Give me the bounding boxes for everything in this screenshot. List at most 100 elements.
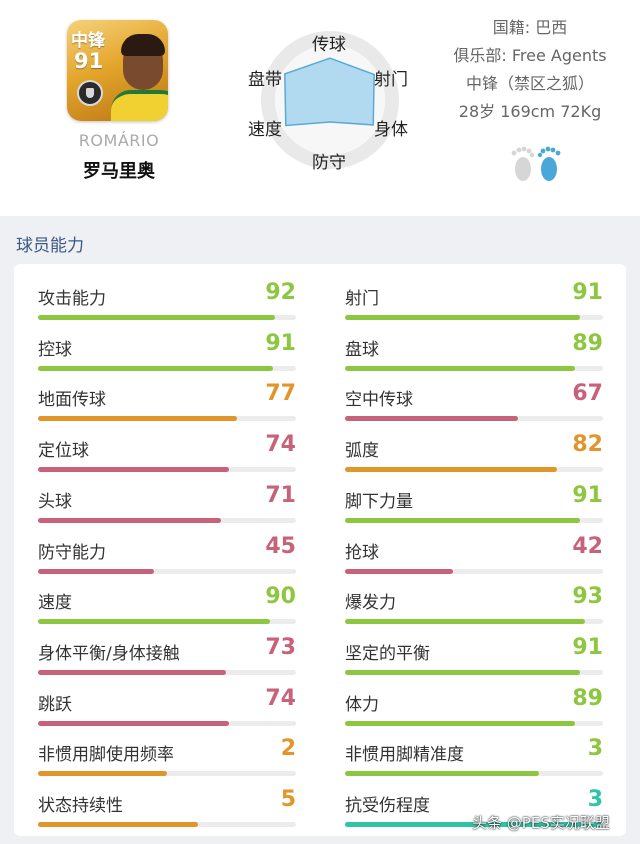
radar-label-dribble: 盘带	[248, 70, 282, 90]
stat-value: 42	[572, 533, 603, 559]
radar-graphic	[261, 31, 399, 169]
stat-bar-track	[345, 467, 603, 473]
stat-label: 弧度	[345, 441, 379, 462]
stat-value: 74	[265, 432, 296, 458]
stat-row-left-1: 控球 91	[38, 331, 296, 382]
stat-row-left-7: 身体平衡/身体接触 73	[38, 635, 296, 686]
stat-bar-track	[345, 669, 603, 675]
stat-value: 89	[572, 330, 603, 356]
stat-bar-fill	[38, 315, 276, 320]
bio-text: 28岁 169cm 72Kg	[458, 102, 602, 121]
stat-bar-fill	[38, 771, 167, 777]
position-text: 中锋（禁区之狐）	[465, 74, 594, 93]
stat-label: 定位球	[38, 441, 89, 462]
stat-bar-fill	[38, 720, 229, 726]
stat-row-right-4: 脚下力量 91	[345, 483, 603, 534]
stat-bar-fill	[345, 365, 575, 371]
stat-value: 73	[265, 634, 296, 660]
stat-row-right-7: 坚定的平衡 91	[345, 635, 603, 686]
stat-label: 抢球	[345, 542, 379, 563]
stat-bar-fill	[345, 416, 518, 422]
stat-row-left-5: 防守能力 45	[38, 534, 296, 585]
radar-label-speed: 速度	[248, 120, 282, 140]
stat-value: 77	[265, 381, 296, 407]
stat-bar-track	[38, 720, 296, 726]
stat-row-left-4: 头球 71	[38, 483, 296, 534]
stat-label: 体力	[345, 694, 379, 715]
stat-bar-fill	[38, 365, 273, 371]
stat-row-right-3: 弧度 82	[345, 432, 603, 483]
stat-row-right-5: 抢球 42	[345, 534, 603, 585]
stat-label: 防守能力	[38, 542, 106, 563]
stat-bar-fill	[38, 619, 271, 625]
stat-bar-track	[38, 771, 296, 777]
player-card[interactable]: 中锋 91	[67, 20, 168, 121]
stat-label: 盘球	[345, 339, 379, 360]
stat-bar-fill	[345, 720, 575, 726]
stat-label: 头球	[38, 491, 72, 512]
stat-label: 非惯用脚精准度	[345, 745, 464, 766]
stat-row-right-8: 体力 89	[345, 686, 603, 737]
stat-label: 爆发力	[345, 593, 396, 614]
stat-row-left-8: 跳跃 74	[38, 686, 296, 737]
stat-bar-track	[38, 822, 296, 827]
stat-label: 攻击能力	[38, 289, 106, 309]
player-header: 中锋 91 ROMÁRIO 罗马里奥 传球 射门 身体 防守 速度 盘带 国籍:…	[0, 0, 640, 216]
stat-row-right-2: 空中传球 67	[345, 381, 603, 432]
team-badge-icon	[77, 80, 103, 106]
stat-value: 3	[587, 736, 603, 762]
stat-bar-track	[345, 619, 603, 625]
stat-bar-track	[38, 669, 296, 675]
stat-bar-fill	[345, 315, 580, 320]
stat-bar-track	[345, 771, 603, 777]
stats-panel: 攻击能力 92 控球 91 地面传球 77 定位球 74 头球 71 防守能力 45 速度 90 身体平衡/…	[14, 264, 626, 836]
card-rating: 91	[74, 49, 104, 73]
stat-bar-fill	[345, 822, 603, 827]
stat-bar-fill	[38, 822, 198, 827]
stat-bar-fill	[345, 467, 557, 473]
stat-bar-track	[38, 467, 296, 473]
stat-bar-track	[38, 517, 296, 523]
stat-label: 坚定的平衡	[345, 643, 430, 664]
stat-bar-fill	[345, 517, 580, 523]
stat-bar-fill	[38, 467, 229, 473]
stat-row-left-6: 速度 90	[38, 584, 296, 635]
stat-value: 89	[572, 685, 603, 711]
stat-bar-track	[38, 315, 296, 320]
stat-value: 91	[572, 482, 603, 508]
player-info: 国籍: 巴西 俱乐部: Free Agents 中锋（禁区之狐） 28岁 169…	[440, 14, 620, 126]
stat-label: 跳跃	[38, 694, 72, 715]
stat-label: 空中传球	[345, 390, 413, 411]
stat-value: 91	[265, 330, 296, 356]
stat-bar-track	[345, 416, 603, 422]
player-name-en: ROMÁRIO	[78, 131, 160, 150]
stat-bar-fill	[345, 619, 585, 625]
stat-bar-track	[345, 517, 603, 523]
radar-label-shoot: 射门	[374, 70, 408, 90]
stat-bar-fill	[345, 771, 539, 777]
radar-label-defense: 防守	[312, 153, 346, 173]
stat-label: 射门	[345, 289, 379, 309]
player-portrait	[111, 28, 168, 121]
stat-bar-track	[345, 365, 603, 371]
stat-bar-track	[38, 568, 296, 574]
ability-section: 球员能力 攻击能力 92 控球 91 地面传球 77 定位球 74 头球 71 防守能力 45 速度 90…	[0, 216, 640, 844]
stat-value: 82	[572, 432, 603, 458]
section-title: 球员能力	[16, 236, 84, 256]
stat-value: 3	[587, 787, 603, 812]
stat-label: 控球	[38, 339, 72, 360]
stat-bar-fill	[38, 517, 222, 523]
stat-row-right-10: 抗受伤程度 3	[345, 787, 603, 838]
stat-bar-track	[345, 315, 603, 320]
radar-label-pass: 传球	[312, 35, 346, 55]
stat-row-left-9: 非惯用脚使用频率 2	[38, 736, 296, 787]
stat-bar-track	[345, 720, 603, 726]
stat-value: 90	[265, 584, 296, 610]
stat-bar-track	[38, 619, 296, 625]
stat-bar-fill	[38, 416, 237, 422]
player-name-cn: 罗马里奥	[83, 161, 155, 182]
club-text: 俱乐部: Free Agents	[453, 46, 607, 65]
stat-bar-track	[38, 416, 296, 422]
stat-row-right-1: 盘球 89	[345, 331, 603, 382]
stat-value: 2	[280, 736, 296, 762]
